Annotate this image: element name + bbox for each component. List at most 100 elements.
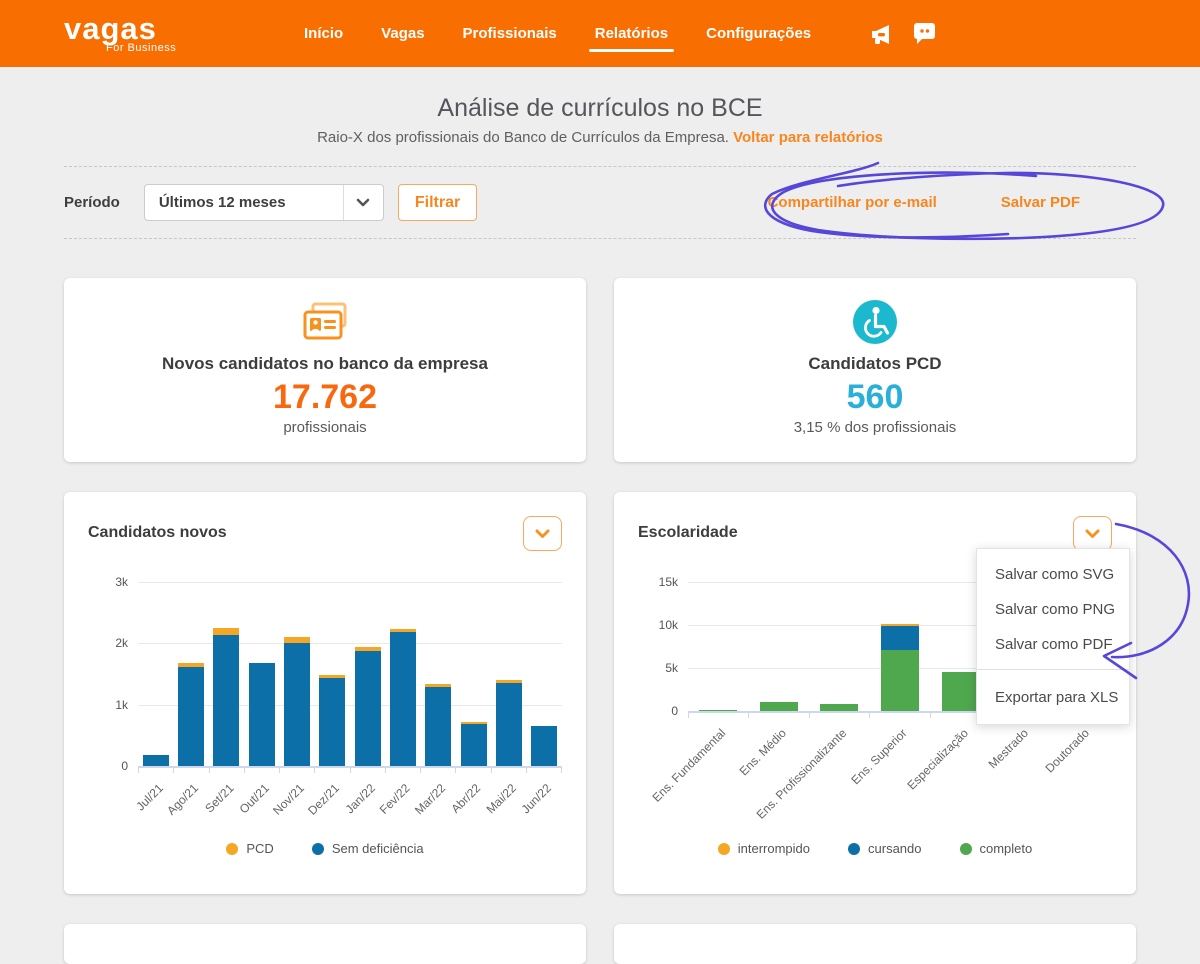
bar-segment-sem-defici-ncia [495,682,522,766]
bar-segment-pcd [319,675,346,679]
bar-segment-pcd [213,628,240,635]
bar-ens-m-dio[interactable] [759,701,798,711]
gridline [138,643,562,645]
brand-subtext: For Business [106,42,177,54]
share-by-email-link[interactable]: Compartilhar por e-mail [767,194,937,211]
legend-label: interrompido [737,841,811,856]
bar-fev-22[interactable] [389,629,416,766]
filter-bar: Período Últimos 12 meses Filtrar Compart… [64,166,1136,239]
legend-item-completo[interactable]: completo [959,841,1033,856]
gridline [138,704,562,706]
chart-menu-button[interactable] [1073,516,1112,551]
partial-card [614,924,1136,964]
bar-segment-completo [759,701,798,711]
bar-segment-sem-defici-ncia [213,634,240,766]
bar-especializa-o[interactable] [941,672,980,711]
bar-ens-profissionalizante[interactable] [820,703,859,711]
chart-title: Candidatos novos [88,524,227,541]
bar-nov-21[interactable] [283,637,310,766]
nav-item-profissionais[interactable]: Profissionais [462,25,557,42]
stat-title: Candidatos PCD [808,354,942,373]
stat-card-novos-candidatos: Novos candidatos no banco da empresa 17.… [64,278,586,462]
legend-dot [717,842,730,855]
bar-abr-22[interactable] [460,721,487,766]
stat-caption: 3,15 % dos profissionais [793,419,957,436]
menu-item-export-xls[interactable]: Exportar para XLS [995,689,1119,706]
legend-item-sem-defici-ncia[interactable]: Sem deficiência [311,841,424,856]
bar-chart-escolaridade: 15k 10k 5k 0 [659,575,1112,718]
period-select-value: Últimos 12 meses [158,194,286,211]
chart-legend: interrompido cursando completo [638,841,1112,856]
y-tick-label: 15k [658,575,678,589]
period-label: Período [64,194,120,211]
export-dropdown-menu: Salvar como SVG Salvar como PNG Salvar com… [976,548,1130,725]
partial-card [64,924,586,964]
menu-item[interactable]: Salvar como PNG [995,601,1116,618]
charts-row: Candidatos novos 3k 2k 1k 0 Jul/21 Ago/21 Set… [64,492,1136,894]
bar-segment-sem-defici-ncia [283,643,310,766]
bar-ens-superior[interactable] [881,624,920,711]
megaphone-icon[interactable] [867,21,893,47]
legend-dot [311,842,324,855]
bar-mar-22[interactable] [425,684,452,766]
y-tick-label: 0 [671,704,678,718]
y-tick-label: 10k [658,618,678,632]
x-axis [138,766,562,773]
report-actions: Compartilhar por e-mail Salvar PDF [768,194,1136,211]
menu-item[interactable]: Salvar como PDF [995,636,1113,653]
vagas-logo[interactable]: vagas For Business [64,13,224,54]
menu-item[interactable]: Salvar como SVG [995,566,1115,583]
legend-item-pcd[interactable]: PCD [226,841,274,856]
bar-segment-interrompido [881,624,920,626]
bar-set-21[interactable] [213,628,240,766]
save-pdf-link[interactable]: Salvar PDF [1000,194,1080,211]
legend-dot [959,842,972,855]
legend-item-interrompido[interactable]: interrompido [717,841,811,856]
nav-item-relatorios[interactable]: Relatórios [588,15,675,52]
app-header: vagas For Business Início Vagas Profission… [0,0,1200,67]
x-tick-label: Mestrado [985,726,1032,772]
filter-button[interactable]: Filtrar [397,184,478,221]
nav-item-vagas[interactable]: Vagas [381,25,425,42]
bar-out-21[interactable] [248,662,275,766]
y-tick-label: 2k [115,636,128,651]
y-tick-label: 5k [665,661,678,675]
bar-segment-pcd [425,684,452,687]
header-icons [867,21,937,47]
bar-segment-sem-defici-ncia [319,678,346,766]
bar-segment-completo [820,703,859,711]
bar-segment-sem-defici-ncia [425,686,452,766]
bar-segment-sem-defici-ncia [354,650,381,766]
back-to-reports-link[interactable]: Voltar para relatórios [733,129,883,146]
bar-segment-pcd [495,680,522,683]
stat-title: Novos candidatos no banco da empresa [162,354,488,373]
x-tick-label: Jul/21 [133,781,166,814]
bar-segment-pcd [389,629,416,632]
bar-jun-22[interactable] [531,725,558,766]
nav-item-configuracoes[interactable]: Configurações [706,25,812,42]
stat-value: 560 [846,378,904,416]
chevron-down-icon [342,185,383,220]
chart-legend: PCD Sem deficiência [88,841,562,856]
wheelchair-icon [852,298,898,346]
period-select[interactable]: Últimos 12 meses [143,184,384,221]
bar-jul-21[interactable] [142,754,169,766]
bar-segment-completo [699,710,738,711]
chart-menu-button[interactable] [523,516,562,551]
bar-segment-sem-defici-ncia [531,725,558,766]
legend-label: cursando [868,841,922,856]
nav-item-inicio[interactable]: Início [304,25,344,42]
bar-segment-completo [881,649,920,711]
legend-label: completo [979,841,1033,856]
legend-item-cursando[interactable]: cursando [848,841,922,856]
bar-ago-21[interactable] [177,662,204,766]
bar-segment-sem-defici-ncia [248,662,275,766]
bar-jan-22[interactable] [354,647,381,766]
stat-card-candidatos-pcd: Candidatos PCD 560 3,15 % dos profission… [614,278,1136,462]
bar-ens-fundamental[interactable] [699,710,738,711]
brand-text: vagas [64,11,157,46]
bar-dez-21[interactable] [319,675,346,766]
x-axis-labels: Ens. Fundamental Ens. Médio Ens. Profissio… [649,718,1112,831]
bar-mai-22[interactable] [495,680,522,766]
chat-icon[interactable] [911,21,937,47]
